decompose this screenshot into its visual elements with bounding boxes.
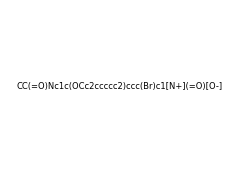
Text: CC(=O)Nc1c(OCc2ccccc2)ccc(Br)c1[N+](=O)[O-]: CC(=O)Nc1c(OCc2ccccc2)ccc(Br)c1[N+](=O)[… (17, 82, 223, 91)
